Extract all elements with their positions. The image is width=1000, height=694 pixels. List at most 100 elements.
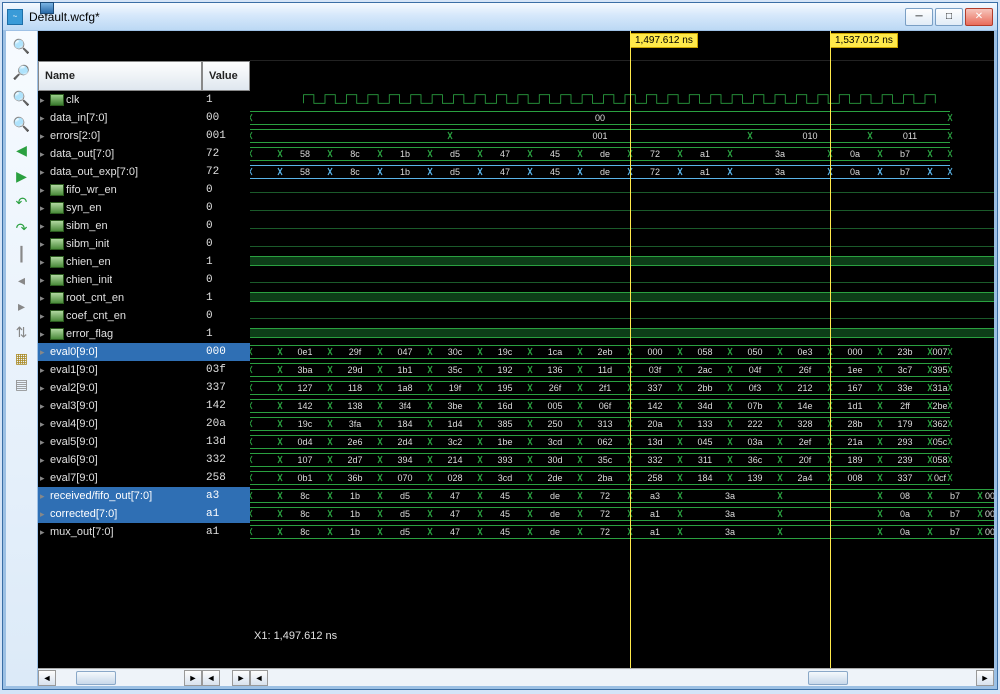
waveform-row[interactable]: [250, 271, 994, 289]
signal-row[interactable]: ▸eval5[9:0]: [38, 433, 202, 451]
expand-icon[interactable]: ▸: [40, 509, 50, 520]
expand-icon[interactable]: ▸: [40, 437, 50, 448]
expand-icon[interactable]: ▸: [40, 113, 50, 124]
signal-row[interactable]: ▸eval7[9:0]: [38, 469, 202, 487]
signal-row[interactable]: ▸coef_cnt_en: [38, 307, 202, 325]
signal-row[interactable]: ▸fifo_wr_en: [38, 181, 202, 199]
scroll-right-button[interactable]: ►: [976, 670, 994, 686]
grid2-icon[interactable]: ▤: [10, 373, 34, 395]
expand-icon[interactable]: ▸: [40, 221, 50, 232]
waveform-row[interactable]: [250, 181, 994, 199]
expand-icon[interactable]: ▸: [40, 293, 50, 304]
signal-value[interactable]: 337: [202, 379, 250, 397]
swap-icon[interactable]: ⇅: [10, 321, 34, 343]
scroll-left-button[interactable]: ◄: [38, 670, 56, 686]
scroll-track[interactable]: [56, 670, 184, 686]
signal-value[interactable]: 332: [202, 451, 250, 469]
scroll-left-button[interactable]: ◄: [250, 670, 268, 686]
signal-value[interactable]: 20a: [202, 415, 250, 433]
signal-row[interactable]: ▸sibm_en: [38, 217, 202, 235]
waveform-row[interactable]: 0b136b0700283cd2de2ba2581841392a40083370…: [250, 469, 994, 487]
signal-row[interactable]: ▸chien_init: [38, 271, 202, 289]
signal-value[interactable]: 1: [202, 325, 250, 343]
titlebar[interactable]: ~ Default.wcfg* ─ □ ✕: [3, 3, 997, 31]
expand-icon[interactable]: ▸: [40, 257, 50, 268]
waveform-row[interactable]: [250, 199, 994, 217]
signal-value[interactable]: 1: [202, 91, 250, 109]
signal-row[interactable]: ▸clk: [38, 91, 202, 109]
maximize-button[interactable]: □: [935, 8, 963, 26]
signal-value[interactable]: 13d: [202, 433, 250, 451]
waveform-row[interactable]: [250, 253, 994, 271]
waveform-row[interactable]: 8c1bd54745de72a13a0ab700: [250, 505, 994, 523]
signal-row[interactable]: ▸received/fifo_out[7:0]: [38, 487, 202, 505]
signal-row[interactable]: ▸corrected[7:0]: [38, 505, 202, 523]
signal-value[interactable]: 142: [202, 397, 250, 415]
waveform-row[interactable]: [250, 91, 994, 109]
cursor-prev-icon[interactable]: ◂: [10, 269, 34, 291]
expand-icon[interactable]: ▸: [40, 203, 50, 214]
zoom-in-icon[interactable]: 🔍: [10, 35, 34, 57]
signal-row[interactable]: ▸errors[2:0]: [38, 127, 202, 145]
signal-row[interactable]: ▸eval4[9:0]: [38, 415, 202, 433]
waveform-row[interactable]: 8c1bd54745de72a13a0ab700: [250, 523, 994, 541]
value-hscroll[interactable]: ◄ ►: [202, 668, 250, 686]
expand-icon[interactable]: ▸: [40, 347, 50, 358]
signal-row[interactable]: ▸data_out[7:0]: [38, 145, 202, 163]
waveform-area[interactable]: 00001010011588c1bd54745de72a13a0ab7588c1…: [250, 91, 994, 668]
expand-icon[interactable]: ▸: [40, 95, 50, 106]
zoom-out-icon[interactable]: 🔎: [10, 61, 34, 83]
signal-value[interactable]: a1: [202, 523, 250, 541]
expand-icon[interactable]: ▸: [40, 365, 50, 376]
waveform-row[interactable]: 588c1bd54745de72a13a0ab7: [250, 163, 994, 181]
signal-value[interactable]: 1: [202, 253, 250, 271]
undo-icon[interactable]: ↶: [10, 191, 34, 213]
zoom-sel-icon[interactable]: 🔍: [10, 113, 34, 135]
expand-icon[interactable]: ▸: [40, 383, 50, 394]
time-ruler[interactable]: 1,497.612 ns 1,537.012 ns: [250, 31, 994, 61]
waveform-row[interactable]: 001010011: [250, 127, 994, 145]
expand-icon[interactable]: ▸: [40, 185, 50, 196]
expand-icon[interactable]: ▸: [40, 239, 50, 250]
signal-row[interactable]: ▸eval3[9:0]: [38, 397, 202, 415]
signal-name-list[interactable]: ▸clk▸data_in[7:0]▸errors[2:0]▸data_out[7…: [38, 91, 202, 668]
scroll-track[interactable]: [220, 670, 232, 686]
signal-row[interactable]: ▸eval2[9:0]: [38, 379, 202, 397]
signal-value[interactable]: a1: [202, 505, 250, 523]
signal-row[interactable]: ▸sibm_init: [38, 235, 202, 253]
expand-icon[interactable]: ▸: [40, 329, 50, 340]
expand-icon[interactable]: ▸: [40, 473, 50, 484]
time-marker[interactable]: 1,537.012 ns: [830, 33, 898, 48]
waveform-row[interactable]: 0e129f04730c19c1ca2eb0000580500e300023b0…: [250, 343, 994, 361]
signal-value[interactable]: 0: [202, 307, 250, 325]
signal-value[interactable]: 0: [202, 181, 250, 199]
signal-value[interactable]: 001: [202, 127, 250, 145]
signal-row[interactable]: ▸chien_en: [38, 253, 202, 271]
signal-value[interactable]: 72: [202, 145, 250, 163]
waveform-row[interactable]: [250, 325, 994, 343]
scroll-right-button[interactable]: ►: [232, 670, 250, 686]
waveform-row[interactable]: 19c3fa1841d438525031320a13322232828b1793…: [250, 415, 994, 433]
scroll-track[interactable]: [268, 670, 976, 686]
expand-icon[interactable]: ▸: [40, 131, 50, 142]
signal-row[interactable]: ▸mux_out[7:0]: [38, 523, 202, 541]
expand-icon[interactable]: ▸: [40, 527, 50, 538]
time-marker[interactable]: 1,497.612 ns: [630, 33, 698, 48]
waveform-row[interactable]: [250, 289, 994, 307]
expand-icon[interactable]: ▸: [40, 167, 50, 178]
waveform-row[interactable]: 3ba29d1b135c19213611d03f2ac04f26f1ee3c73…: [250, 361, 994, 379]
signal-row[interactable]: ▸root_cnt_en: [38, 289, 202, 307]
signal-value[interactable]: 72: [202, 163, 250, 181]
signal-row[interactable]: ▸eval6[9:0]: [38, 451, 202, 469]
waveform-row[interactable]: 588c1bd54745de72a13a0ab7: [250, 145, 994, 163]
signal-value[interactable]: 00: [202, 109, 250, 127]
scroll-left-button[interactable]: ◄: [202, 670, 220, 686]
value-header[interactable]: Value: [202, 61, 250, 91]
signal-value[interactable]: 1: [202, 289, 250, 307]
signal-value-list[interactable]: 100001727200001010100003f33714220a13d332…: [202, 91, 250, 668]
signal-row[interactable]: ▸data_in[7:0]: [38, 109, 202, 127]
redo-icon[interactable]: ↷: [10, 217, 34, 239]
waveform-row[interactable]: 1271181a819f19526f2f13372bb0f321216733e3…: [250, 379, 994, 397]
cursor-line[interactable]: [830, 91, 831, 668]
divider-icon[interactable]: ┃: [10, 243, 34, 265]
